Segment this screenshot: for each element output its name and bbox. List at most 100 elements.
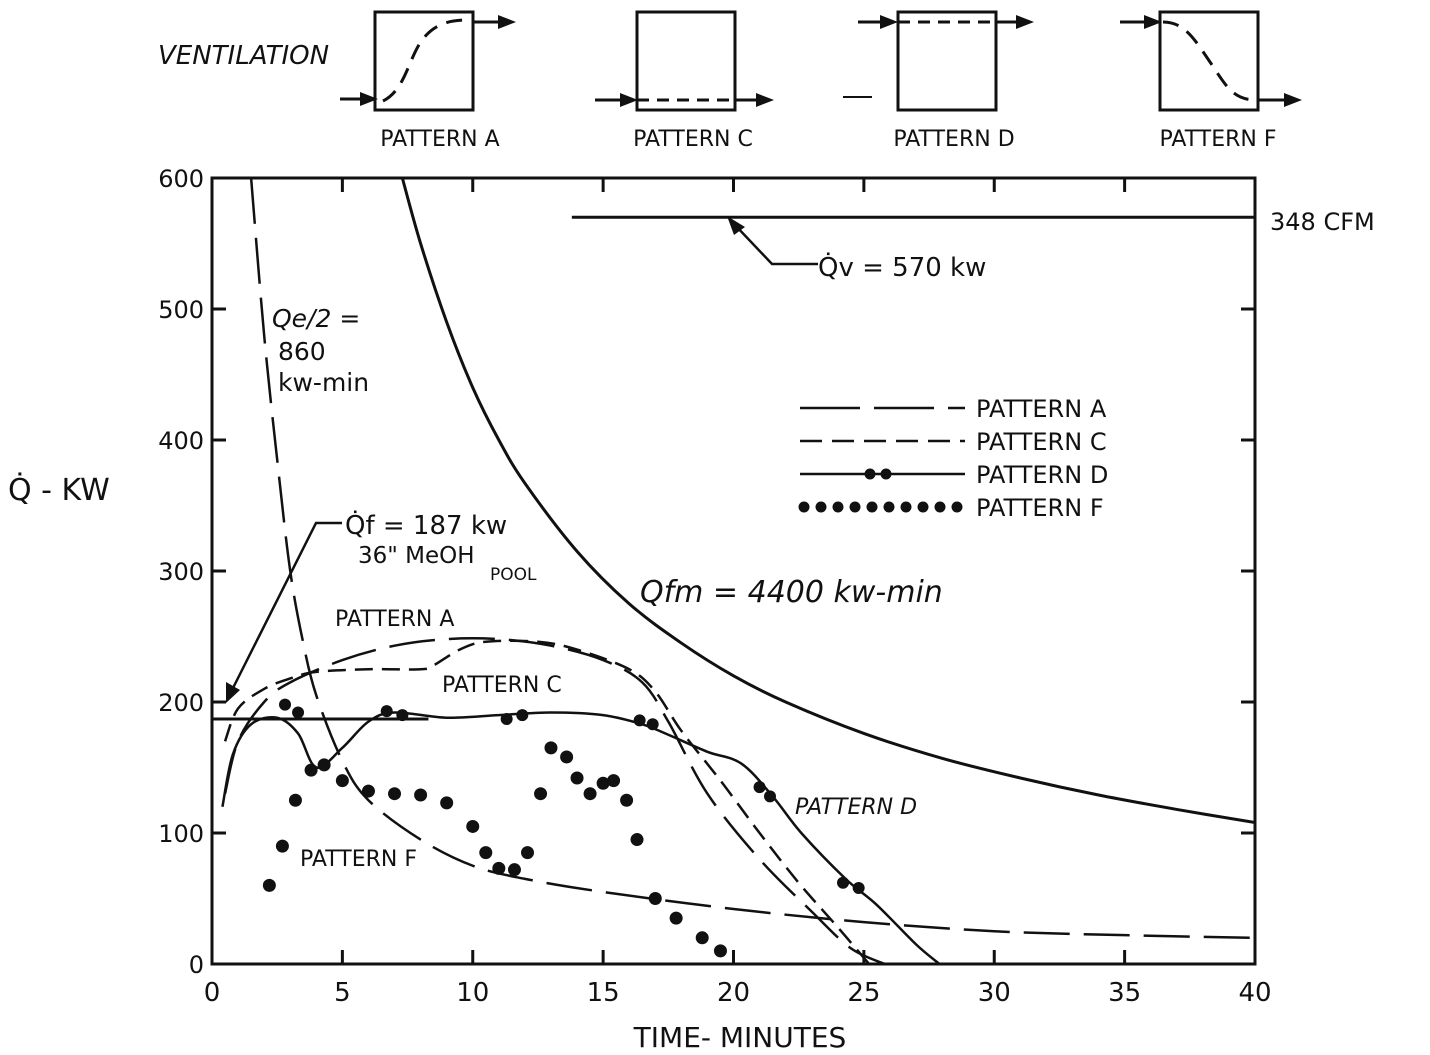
data-point: [713, 944, 727, 958]
x-tick-label: 10: [456, 978, 489, 1008]
data-point: [570, 771, 584, 785]
data-point: [388, 787, 402, 801]
legend-marker: [880, 468, 892, 480]
data-point: [521, 846, 535, 860]
annotation-pattern-a: PATTERN A: [335, 607, 454, 632]
data-point: [479, 846, 493, 860]
series-pattern-a: [223, 637, 886, 964]
data-point: [361, 784, 375, 798]
legend-marker: [866, 501, 878, 513]
x-tick-label: 35: [1108, 978, 1141, 1008]
series-pattern-c-line: [223, 639, 871, 964]
data-point: [440, 796, 454, 810]
series-qe-2: [249, 178, 1255, 940]
axis-ticks: [212, 178, 1255, 964]
series-qfm: [400, 178, 1255, 824]
data-point: [275, 839, 289, 853]
annotation-qe-line1: Qe/2 =: [272, 304, 360, 333]
legend-item-pattern-c: PATTERN C: [800, 428, 1107, 456]
legend-marker: [917, 501, 929, 513]
annotation-qf-line3: POOL: [490, 565, 537, 585]
legend-marker: [883, 501, 895, 513]
pattern-d-marker: [380, 705, 393, 718]
data-point: [560, 750, 574, 764]
annotation-cfm: 348 CFM: [1270, 208, 1375, 236]
data-point: [317, 758, 331, 772]
x-tick-labels: 0 5 10 15 20 25 30 35 40: [204, 978, 1272, 1008]
pattern-d-marker: [753, 781, 766, 794]
series-qfm-line: [400, 178, 1255, 824]
legend-marker: [832, 501, 844, 513]
annotation-pattern-d: PATTERN D: [795, 795, 917, 820]
x-tick-label: 5: [334, 978, 351, 1008]
ventilation-label: VENTILATION: [158, 41, 329, 71]
data-point: [648, 892, 662, 905]
qv-leader-arrow: [727, 216, 818, 266]
data-point: [335, 774, 349, 788]
chart-curves: [212, 178, 1255, 964]
legend-label: PATTERN D: [976, 461, 1108, 489]
legend-marker: [849, 501, 861, 513]
annotation-qf-line2: 36" MeOH: [358, 543, 475, 569]
pattern-d-marker: [837, 876, 850, 889]
x-axis-label: TIME- MINUTES: [633, 1021, 847, 1054]
x-tick-label: 30: [978, 978, 1011, 1008]
series-pattern-c: [223, 639, 871, 964]
data-point: [534, 787, 548, 801]
pattern-d-marker: [279, 698, 292, 711]
x-tick-label: 15: [587, 978, 620, 1008]
data-point: [466, 819, 480, 833]
y-tick-label: 400: [158, 427, 204, 455]
data-point: [583, 787, 597, 801]
annotation-qfm: Qfm = 4400 kw-min: [640, 575, 943, 610]
legend-marker: [815, 501, 827, 513]
x-tick-label: 0: [204, 978, 221, 1008]
y-axis-label: Q̇ - KW: [8, 473, 110, 508]
data-point: [288, 793, 302, 807]
annotation-qf-line1: Q̇f = 187 kw: [345, 509, 507, 541]
pattern-d-marker: [852, 882, 865, 895]
pattern-d-marker: [516, 709, 529, 722]
data-point: [304, 763, 318, 777]
series-pattern-d: [221, 698, 941, 964]
y-tick-label: 600: [158, 165, 204, 193]
ventilation-pattern-c: PATTERN C: [595, 10, 774, 152]
data-point: [620, 793, 634, 807]
ventilation-pattern-a: PATTERN A: [340, 10, 516, 152]
annotation-qe-line2: 860: [278, 337, 326, 366]
x-tick-label: 25: [847, 978, 880, 1008]
ventilation-pattern-f: PATTERN F: [1120, 10, 1302, 152]
annotation-qv: Q̇v = 570 kw: [818, 251, 986, 283]
legend-marker: [900, 501, 912, 513]
pattern-d-marker: [764, 790, 777, 803]
data-point: [669, 911, 683, 925]
series-pattern-a-line: [223, 637, 886, 964]
annotation-pattern-f: PATTERN F: [300, 847, 417, 872]
annotation-pattern-c: PATTERN C: [442, 673, 562, 698]
pattern-d-marker: [500, 713, 513, 726]
legend-item-pattern-a: PATTERN A: [800, 395, 1107, 423]
legend-label: PATTERN A: [976, 395, 1107, 423]
ventilation-pattern-c-label: PATTERN C: [633, 127, 753, 152]
data-point: [544, 741, 558, 755]
legend-item-pattern-f: PATTERN F: [798, 494, 1104, 522]
y-tick-label: 200: [158, 689, 204, 717]
data-point: [414, 788, 428, 802]
legend-marker: [864, 468, 876, 480]
legend-label: PATTERN F: [976, 494, 1104, 522]
legend-marker: [798, 501, 810, 513]
pattern-d-marker: [646, 718, 659, 731]
ventilation-pattern-d-label: PATTERN D: [893, 127, 1014, 152]
pattern-d-marker: [292, 706, 305, 719]
y-tick-label: 100: [158, 820, 204, 848]
legend: PATTERN A PATTERN C PATTERN D PATTERN F: [798, 395, 1108, 522]
data-point: [262, 878, 276, 892]
y-tick-label: 0: [189, 951, 204, 979]
ventilation-pattern-f-label: PATTERN F: [1160, 127, 1277, 152]
data-point: [695, 931, 709, 945]
data-point: [507, 863, 521, 877]
ventilation-pattern-a-label: PATTERN A: [380, 127, 499, 152]
qf-leader-arrow: [226, 521, 342, 703]
legend-marker: [951, 501, 963, 513]
